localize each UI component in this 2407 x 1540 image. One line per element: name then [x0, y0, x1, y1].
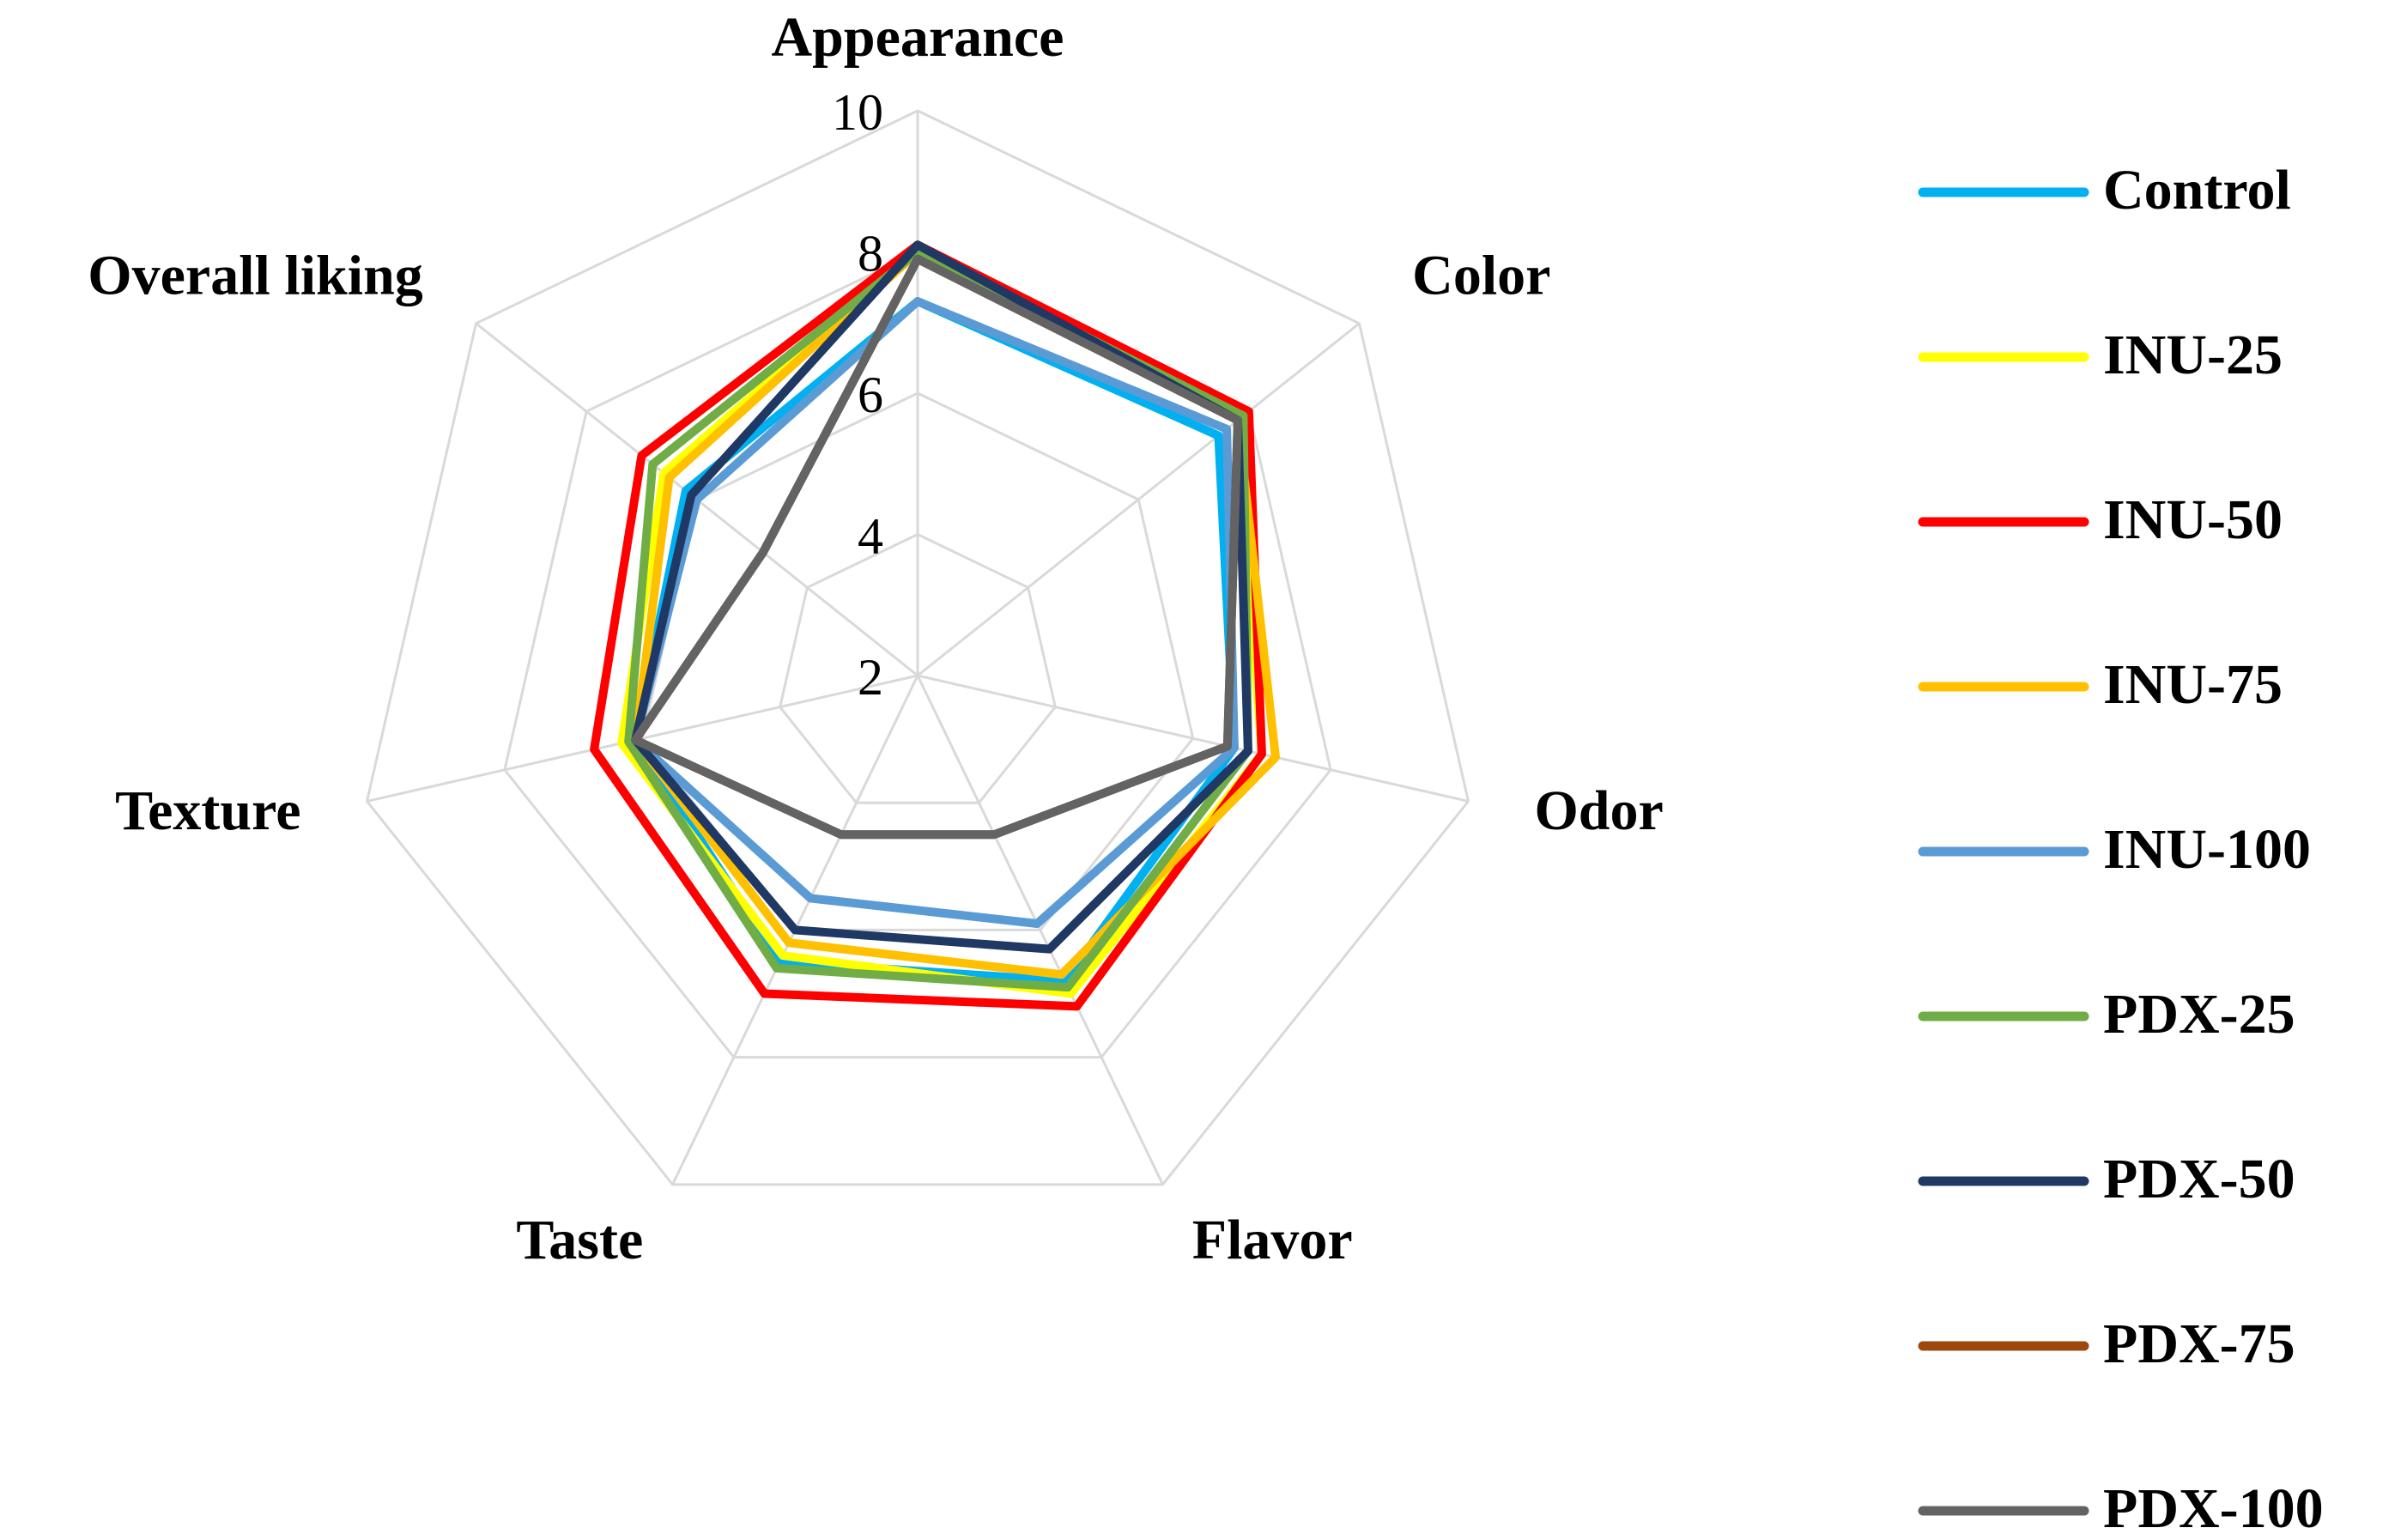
grid-ring [779, 532, 1057, 804]
legend-label: Control [2103, 159, 2291, 221]
tick-label: 2 [858, 649, 883, 706]
series-line [590, 240, 1266, 1011]
legend-label: INU-50 [2103, 488, 2283, 551]
legend-label: INU-25 [2103, 324, 2283, 386]
axis-label: Texture [115, 779, 300, 842]
legend-label: PDX-75 [2103, 1313, 2295, 1375]
grid-ring [503, 250, 1332, 1059]
axis-label: Taste [516, 1209, 643, 1271]
grid-ring [365, 109, 1470, 1186]
series-line [631, 254, 1242, 840]
tick-label: 4 [858, 507, 883, 564]
axis-label: Flavor [1192, 1209, 1353, 1271]
axis-label: Odor [1534, 779, 1663, 842]
legend-label: INU-75 [2103, 653, 2283, 716]
series-line [631, 297, 1239, 929]
axis-label: Color [1412, 245, 1550, 307]
axis-label: Appearance [772, 6, 1064, 69]
tick-label: 6 [858, 367, 883, 423]
legend-label: PDX-50 [2103, 1148, 2295, 1210]
series-line [624, 247, 1252, 992]
tick-label: 10 [832, 84, 883, 141]
legend-label: PDX-100 [2103, 1477, 2324, 1540]
axis-label: Overall liking [88, 245, 423, 307]
legend-label: PDX-25 [2103, 983, 2295, 1046]
series-line [631, 240, 1252, 954]
legend-label: INU-100 [2103, 818, 2311, 881]
